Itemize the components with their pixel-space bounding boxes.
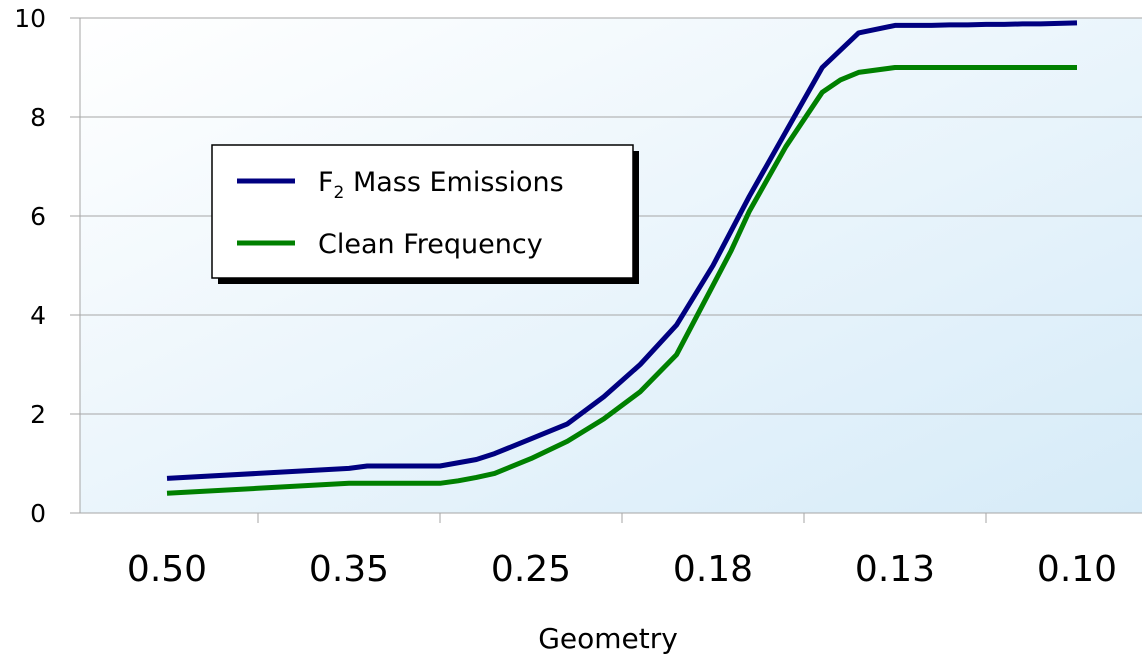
- x-tick-label: 0.13: [855, 549, 935, 590]
- y-tick-label: 10: [14, 4, 46, 33]
- y-tick-label: 4: [30, 301, 46, 330]
- tick-labels: 0 2 4 6 8 10 0.50 0.35 0.25 0.18 0.13 0.10: [14, 4, 1117, 590]
- legend: F2 Mass Emissions Clean Frequency: [211, 144, 639, 284]
- legend-box: [211, 144, 634, 279]
- x-tick-label: 0.18: [673, 549, 753, 590]
- x-tick-label: 0.25: [491, 549, 571, 590]
- y-tick-label: 2: [30, 400, 46, 429]
- x-tick-label: 0.50: [127, 549, 207, 590]
- y-tick-label: 6: [30, 202, 46, 231]
- legend-label-subscript: 2: [334, 183, 345, 203]
- x-axis-title: Geometry: [538, 622, 678, 655]
- legend-label-main: F: [318, 167, 334, 198]
- axes: [70, 17, 1142, 523]
- legend-label-clean-frequency: Clean Frequency: [318, 229, 543, 260]
- series-lines: [166, 20, 1078, 496]
- x-tick-label: 0.35: [309, 549, 389, 590]
- y-tick-label: 8: [30, 103, 46, 132]
- series-line-clean-frequency: [166, 65, 1077, 496]
- legend-label-f2-mass-emissions: F2 Mass Emissions: [318, 167, 564, 203]
- y-tick-label: 0: [30, 499, 46, 528]
- x-tick-label: 0.10: [1037, 549, 1117, 590]
- legend-label-rest: Mass Emissions: [344, 167, 563, 198]
- series-line-f2-mass-emissions: [166, 20, 1078, 481]
